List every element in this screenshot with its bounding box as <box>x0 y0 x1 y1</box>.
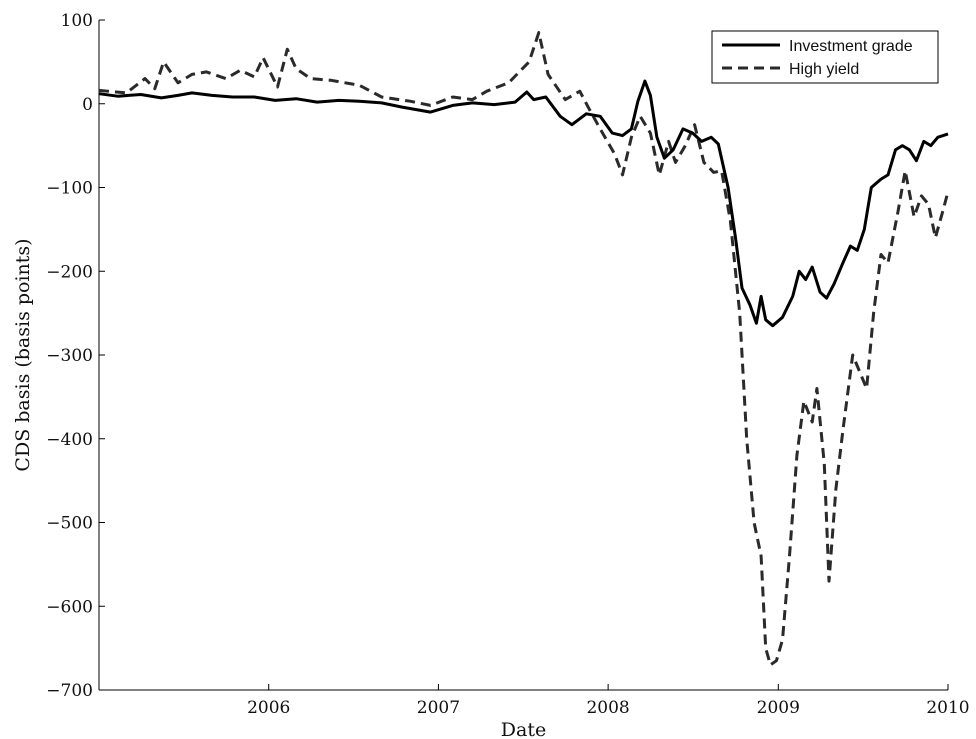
x-axis-title: Date <box>501 719 546 739</box>
y-tick-label: −100 <box>46 179 93 199</box>
y-tick-label: 0 <box>82 95 93 115</box>
series-layer <box>98 31 950 667</box>
y-tick-label: −400 <box>46 430 93 450</box>
y-tick-label: −700 <box>46 681 93 701</box>
x-axis-ticks: 2006 2007 2008 2009 2010 <box>247 684 970 718</box>
y-tick-label: −500 <box>46 514 93 534</box>
series-line-investment-grade <box>98 79 949 328</box>
y-tick-label: 100 <box>61 11 93 31</box>
x-tick-label: 2010 <box>926 698 969 718</box>
y-axis-title: CDS basis (basis points) <box>12 238 34 471</box>
y-tick-label: −600 <box>46 597 93 617</box>
series-line-high-yield <box>98 31 950 667</box>
x-tick-label: 2008 <box>586 698 629 718</box>
y-tick-label: −300 <box>46 346 93 366</box>
legend-label: High yield <box>789 61 859 78</box>
plot-area <box>98 20 948 691</box>
x-tick-label: 2009 <box>757 698 800 718</box>
y-axis-ticks: 100 0 −100 −200 −300 −400 −500 −600 −700 <box>46 11 105 701</box>
x-tick-label: 2006 <box>247 698 290 718</box>
legend-label: Investment grade <box>789 38 913 55</box>
legend: Investment grade High yield <box>711 30 939 84</box>
legend-box <box>711 30 939 84</box>
x-tick-label: 2007 <box>417 698 460 718</box>
y-tick-label: −200 <box>46 262 93 282</box>
